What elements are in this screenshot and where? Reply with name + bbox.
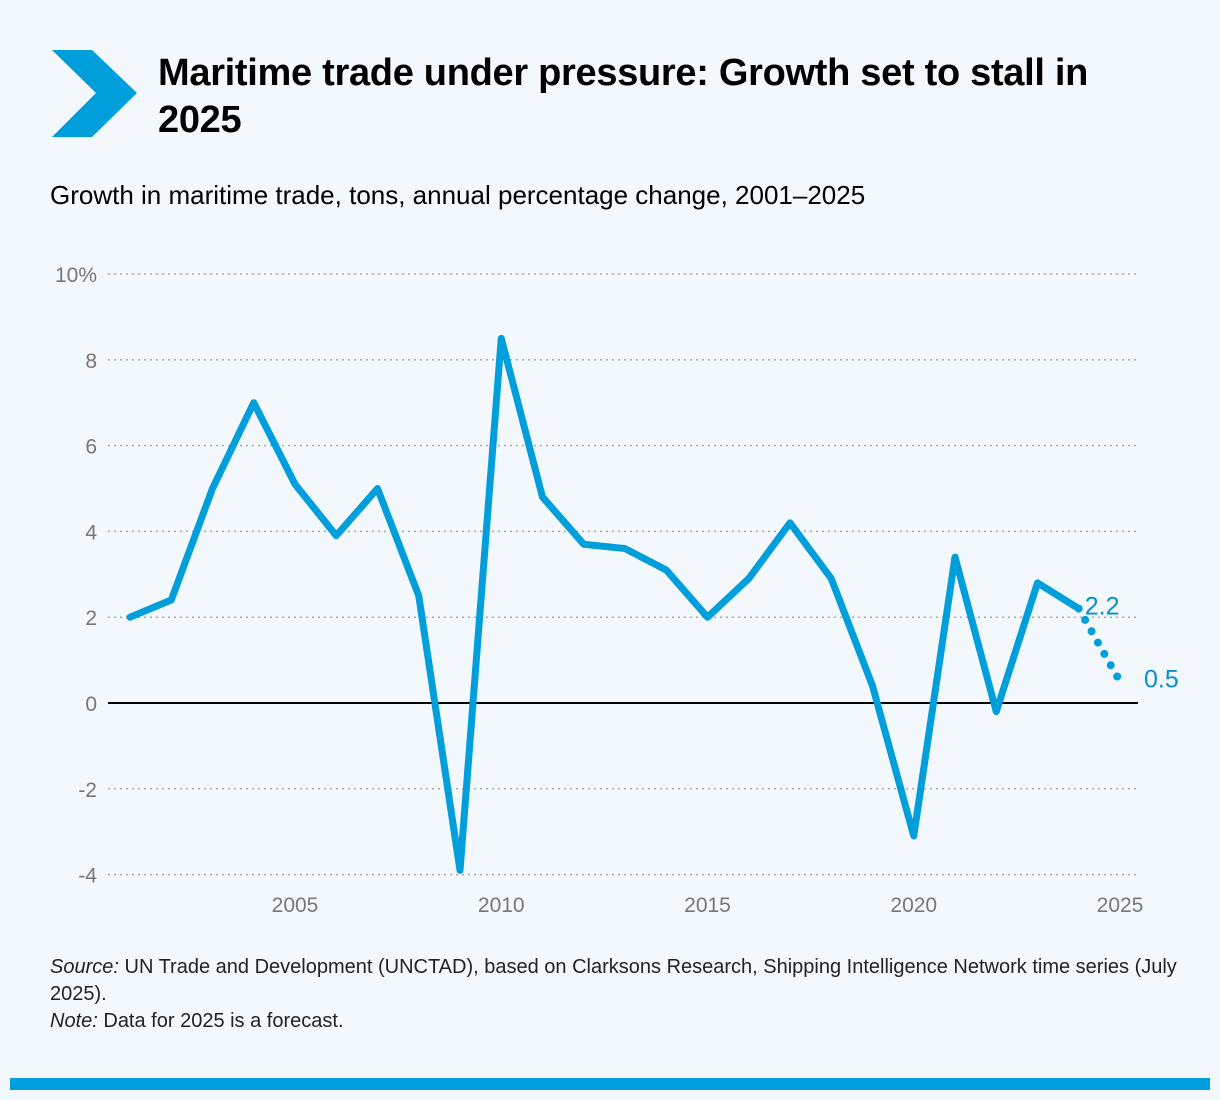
bottom-accent-bar [10,1078,1210,1090]
actual-series-line [126,334,1083,874]
x-tick-label: 2025 [1097,894,1144,917]
chart-title: Maritime trade under pressure: Growth se… [158,52,1089,141]
x-tick-label: 2015 [684,894,731,917]
note-label: Note: [50,1010,98,1032]
y-tick-label: 0 [85,693,97,716]
y-tick-label: 10% [55,264,97,287]
source-note: Source: UN Trade and Development (UNCTAD… [50,954,1220,1008]
forecast-note: Note: Data for 2025 is a forecast. [50,1008,1220,1035]
y-tick-label: 4 [85,521,97,544]
y-tick-label: 8 [85,350,97,373]
source-text: UN Trade and Development (UNCTAD), based… [50,956,1177,1005]
x-tick-label: 2020 [890,894,937,917]
data-label-2025: 0.5 [1144,666,1179,694]
x-tick-label: 2005 [272,894,319,917]
forecast-series-line [1074,604,1124,686]
y-tick-label: -4 [78,865,97,888]
note-text: Data for 2025 is a forecast. [97,1010,344,1032]
source-label: Source: [50,956,119,978]
chart-notes: Source: UN Trade and Development (UNCTAD… [50,954,1220,1035]
chart-subtitle: Growth in maritime trade, tons, annual p… [50,180,866,210]
y-tick-label: 2 [85,607,97,630]
data-label-2024: 2.2 [1085,593,1120,621]
x-tick-label: 2010 [478,894,525,917]
y-tick-label: -2 [78,779,97,802]
y-tick-label: 6 [85,436,97,459]
